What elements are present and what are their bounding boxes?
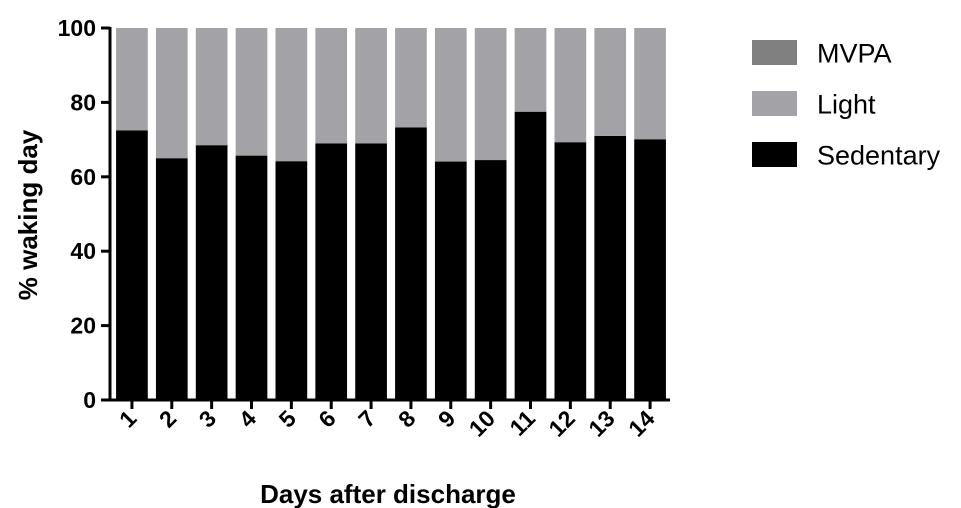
legend-label-sedentary: Sedentary bbox=[817, 141, 941, 171]
x-tick-label-9: 9 bbox=[433, 405, 460, 432]
x-tick-label-11: 11 bbox=[504, 405, 540, 441]
bar-light-day-9 bbox=[434, 28, 467, 162]
bars-group bbox=[116, 28, 666, 401]
bar-sedentary-day-12 bbox=[554, 142, 587, 400]
x-tick-label-1: 1 bbox=[114, 405, 142, 433]
bar-sedentary-day-9 bbox=[434, 161, 467, 400]
legend-label-light: Light bbox=[817, 90, 876, 120]
x-tick-label-10: 10 bbox=[464, 405, 500, 441]
bar-light-day-12 bbox=[554, 28, 587, 143]
y-tick-label-40: 40 bbox=[70, 238, 96, 264]
x-tick-label-6: 6 bbox=[313, 405, 340, 432]
x-tick-label-13: 13 bbox=[583, 405, 619, 441]
y-tick-label-0: 0 bbox=[83, 387, 96, 413]
x-tick-label-14: 14 bbox=[623, 405, 660, 442]
bar-sedentary-day-4 bbox=[235, 155, 268, 400]
bar-light-day-2 bbox=[155, 28, 188, 159]
bar-sedentary-day-14 bbox=[634, 139, 666, 401]
bar-light-day-10 bbox=[474, 28, 507, 161]
bar-sedentary-day-8 bbox=[395, 127, 427, 400]
y-tick-label-100: 100 bbox=[58, 15, 96, 41]
x-tick-label-3: 3 bbox=[194, 405, 221, 432]
x-tick-label-7: 7 bbox=[353, 405, 380, 432]
bar-sedentary-day-2 bbox=[155, 158, 188, 400]
legend: MVPA Light Sedentary bbox=[752, 39, 941, 171]
bar-sedentary-day-5 bbox=[275, 161, 308, 400]
bar-light-day-14 bbox=[634, 28, 666, 140]
bar-sedentary-day-13 bbox=[594, 135, 627, 400]
bar-sedentary-day-11 bbox=[514, 111, 547, 400]
bar-light-day-4 bbox=[235, 28, 268, 156]
bar-sedentary-day-3 bbox=[195, 145, 228, 400]
x-tick-label-2: 2 bbox=[154, 405, 181, 432]
x-tick-label-4: 4 bbox=[234, 405, 262, 433]
legend-swatch-mvpa bbox=[752, 40, 797, 65]
legend-swatch-light bbox=[752, 91, 797, 116]
y-tick-label-80: 80 bbox=[70, 89, 96, 115]
y-tick-label-60: 60 bbox=[70, 164, 96, 190]
bar-light-day-11 bbox=[514, 28, 547, 112]
x-tick-label-12: 12 bbox=[543, 405, 579, 441]
x-tick-label-8: 8 bbox=[393, 405, 421, 433]
bar-light-day-6 bbox=[315, 28, 348, 144]
legend-label-mvpa: MVPA bbox=[817, 39, 892, 69]
x-axis-title: Days after discharge bbox=[260, 479, 516, 508]
y-axis-title: % waking day bbox=[13, 129, 43, 300]
y-tick-label-20: 20 bbox=[70, 313, 96, 339]
bar-light-day-8 bbox=[395, 28, 427, 128]
bar-sedentary-day-7 bbox=[355, 143, 387, 400]
bar-light-day-3 bbox=[195, 28, 228, 146]
bar-light-day-13 bbox=[594, 28, 627, 136]
bar-sedentary-day-10 bbox=[474, 160, 507, 400]
x-tick-label-5: 5 bbox=[274, 405, 302, 433]
bar-sedentary-day-6 bbox=[315, 143, 348, 400]
axes-group bbox=[108, 27, 670, 402]
bar-light-day-7 bbox=[355, 28, 387, 144]
legend-swatch-sedentary bbox=[752, 142, 797, 167]
bar-light-day-5 bbox=[275, 28, 308, 162]
bar-light-day-1 bbox=[116, 28, 148, 131]
bar-sedentary-day-1 bbox=[116, 130, 148, 401]
